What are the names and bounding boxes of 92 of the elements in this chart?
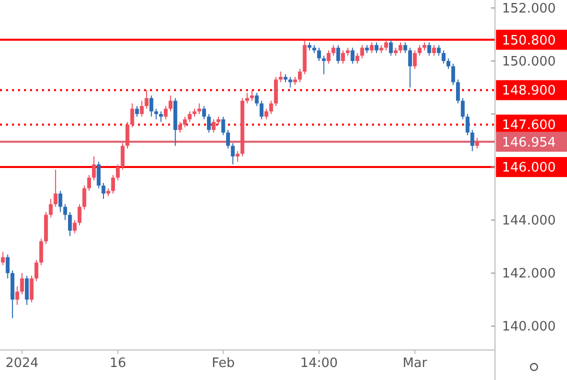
candlestick [39,238,44,266]
candlestick [144,90,149,110]
candlestick [408,47,412,88]
candlestick [298,68,302,83]
ref-line-label: 146.954 [502,135,556,150]
candlestick [140,100,144,118]
candlestick [331,44,336,56]
ref-line-label: 148.900 [502,84,556,99]
candlestick [126,121,130,149]
candlestick [87,174,92,192]
candlestick [236,150,240,162]
candlestick [6,254,10,279]
candlestick [116,164,120,181]
candlestick [164,106,168,120]
candlestick [48,198,53,218]
candlestick [436,44,441,56]
candlestick [159,110,163,122]
candlestick [374,42,378,54]
candlestick [466,114,470,136]
ref-line-label: 147.600 [502,118,556,134]
candlestick [182,116,187,128]
candlestick [336,44,340,64]
candlestick [130,102,134,128]
candlestick [92,156,96,181]
candlestick [58,190,62,213]
candlestick [432,44,436,56]
candlestick [30,275,34,303]
candlestick [102,182,106,200]
candlestick [197,102,202,115]
candlestick [230,142,235,165]
y-tick-label: 142.000 [502,266,556,282]
candlestick [206,114,211,134]
candlestick [15,286,20,306]
candlestick [254,92,259,107]
candlestick [470,129,474,152]
candlestick [370,42,374,54]
ref-line-label: 146.000 [502,160,556,176]
candlestick [120,142,125,170]
candlestick [149,94,154,118]
candlestick [24,275,29,306]
candlestick [326,50,331,64]
candlestick [398,42,402,54]
candlestick [0,251,5,266]
candlestick [54,169,58,208]
candlestick [442,50,446,64]
candlestick [34,259,38,282]
candlestick [384,39,388,51]
y-tick-label: 150.000 [502,54,556,70]
y-tick-label: 144.000 [502,214,556,229]
candlestick [446,58,450,70]
candlestick [188,110,192,122]
candlestick [264,108,268,120]
candlestick [250,90,254,102]
candlestick [260,100,264,120]
candlestick [221,116,226,136]
candlestick [350,47,354,64]
candlestick [135,106,139,118]
y-tick-label: 140.000 [502,320,556,335]
candlestick [202,106,206,120]
candlestick [360,44,364,59]
candlestick [63,204,68,221]
ref-line-label: 150.800 [502,33,556,48]
x-tick-label: 2024 [5,356,39,371]
candlestick [355,52,360,64]
candlestick [111,174,115,194]
candlestick [456,79,460,104]
x-tick-label: 16 [110,356,126,371]
candlestick [427,42,432,56]
candlestick [226,129,230,149]
candlestick [269,100,274,115]
candlestick [178,121,182,134]
y-tick-label: 152.000 [502,2,556,17]
candlestick [96,161,101,189]
candlestick [82,185,86,210]
candlestick [388,39,393,56]
candlestick [168,94,172,112]
candlestick [212,118,216,134]
candlestick [403,42,408,54]
candlestick [274,76,278,107]
candlestick [412,50,417,70]
candlestick [245,92,250,104]
candlestick [78,204,82,226]
x-tick-label: Feb [212,356,235,371]
candlestick [317,47,321,62]
x-tick-label: 14:00 [300,356,338,371]
candlestick [341,50,345,64]
x-tick-label: Mar [402,356,428,371]
candlestick [72,220,77,234]
candlestick [68,212,72,236]
candlestick [475,137,480,149]
candlestick [20,272,24,295]
candlestick [418,44,422,56]
